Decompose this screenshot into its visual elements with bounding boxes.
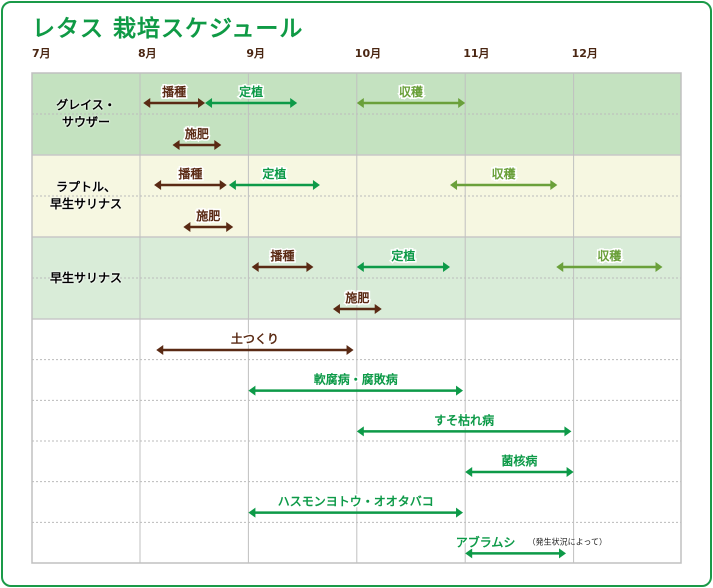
arrow-head xyxy=(306,262,314,272)
arrow-head xyxy=(346,345,354,355)
task-label: 収穫 xyxy=(492,166,517,181)
arrow-head xyxy=(156,345,164,355)
arrow-head xyxy=(566,467,574,477)
task-arrow: 施肥 xyxy=(183,207,234,232)
arrow-head xyxy=(214,140,222,150)
task-label: 収穫 xyxy=(399,84,424,99)
variety-label: ラプトル、早生サリナス xyxy=(32,179,140,213)
arrow-head xyxy=(356,262,364,272)
arrow-head xyxy=(226,222,234,232)
general-arrow: 菌核病 xyxy=(465,452,574,477)
arrow-head xyxy=(456,385,464,396)
task-note: （発生状況によって） xyxy=(528,536,607,546)
task-label: 播種 xyxy=(271,248,295,263)
task-label: 軟腐病・腐敗病 xyxy=(314,372,398,387)
month-label: 12月 xyxy=(571,47,598,60)
variety-label-line: 早生サリナス xyxy=(49,197,122,211)
arrow-head xyxy=(290,98,298,108)
task-label: ハスモンヨトウ・オオタバコ xyxy=(278,495,434,509)
page-title: レタス 栽培スケジュール xyxy=(32,16,304,42)
month-label: 7月 xyxy=(32,47,51,60)
task-arrow: 播種 xyxy=(154,165,227,190)
task-label: 収穫 xyxy=(597,248,622,263)
month-label: 11月 xyxy=(463,47,490,60)
arrow-head xyxy=(228,180,236,190)
task-arrow: 播種 xyxy=(251,247,314,272)
arrow-head xyxy=(312,180,320,190)
arrow-head xyxy=(143,98,151,108)
arrow-head xyxy=(374,304,382,314)
task-arrow: 施肥 xyxy=(172,125,222,150)
task-label: 土つくり xyxy=(231,331,279,346)
general-arrow: アブラムシ （発生状況によって） xyxy=(454,533,607,559)
arrow-head xyxy=(456,507,464,518)
task-label: 定植 xyxy=(391,248,415,263)
arrow-head xyxy=(443,262,451,272)
arrow-head xyxy=(559,548,567,559)
variety-label-line: 早生サリナス xyxy=(49,270,122,285)
task-label: 定植 xyxy=(262,166,286,181)
variety-label: グレイス・ サウザー xyxy=(32,97,140,131)
task-label: 菌核病 xyxy=(501,453,537,468)
arrow-head xyxy=(219,180,227,190)
task-arrow: 施肥 xyxy=(332,289,382,314)
task-arrow: 収穫 xyxy=(356,83,466,108)
task-label: アブラムシ xyxy=(456,534,516,549)
arrow-head xyxy=(564,426,572,437)
arrow-head xyxy=(248,385,256,396)
variety-label-line: グレイス・ xyxy=(56,98,116,112)
task-arrow: 定植 xyxy=(205,83,298,108)
task-label: 施肥 xyxy=(196,208,220,223)
task-label: 施肥 xyxy=(185,126,209,141)
task-arrow: 収穫 xyxy=(556,247,663,272)
variety-label-line: ラプトル、 xyxy=(55,180,116,194)
general-arrow: すそ枯れ病 xyxy=(356,411,572,437)
arrow-head xyxy=(356,98,364,108)
month-label: 10月 xyxy=(354,47,382,60)
task-arrow: 収穫 xyxy=(450,165,558,190)
arrow-head xyxy=(332,304,340,314)
month-label: 9月 xyxy=(246,47,266,60)
task-label: 定植 xyxy=(239,84,263,99)
task-label: 播種 xyxy=(162,84,186,99)
general-arrow: 軟腐病・腐敗病 xyxy=(248,370,464,396)
arrow-head xyxy=(655,262,663,272)
general-arrow: 土つくり xyxy=(156,330,354,355)
chart-border xyxy=(31,72,682,564)
arrow-head xyxy=(172,140,180,150)
task-label: すそ枯れ病 xyxy=(434,412,494,427)
arrow-head xyxy=(248,507,256,518)
arrow-head xyxy=(251,262,259,272)
arrow-head xyxy=(465,548,473,559)
general-arrow: ハスモンヨトウ・オオタバコ xyxy=(248,493,464,518)
task-label: 播種 xyxy=(178,166,202,181)
variety-label-line: サウザー xyxy=(61,115,110,129)
task-arrow: 定植 xyxy=(356,247,451,272)
arrow-head xyxy=(154,180,162,190)
arrow-head xyxy=(198,98,206,108)
arrow-head xyxy=(458,98,466,108)
task-arrow: 定植 xyxy=(228,165,320,190)
task-label: 施肥 xyxy=(345,290,369,305)
arrow-head xyxy=(550,180,558,190)
task-arrow: 播種 xyxy=(143,83,206,108)
month-label: 8月 xyxy=(138,47,157,60)
arrow-head xyxy=(205,98,213,108)
arrow-head xyxy=(356,426,364,437)
arrow-head xyxy=(183,222,191,232)
arrow-head xyxy=(465,467,473,477)
arrow-head xyxy=(556,262,564,272)
arrow-head xyxy=(450,180,458,190)
variety-label: 早生サリナス xyxy=(32,270,140,287)
